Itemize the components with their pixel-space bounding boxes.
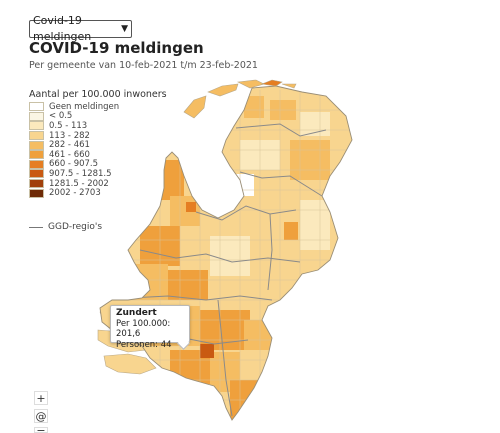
legend-item: 660 - 907.5 [29,159,119,170]
legend-item: 113 - 282 [29,131,119,141]
legend-swatch [29,121,44,131]
locate-button[interactable]: @ [34,409,48,423]
legend-item: Geen meldingen [29,102,119,112]
legend-swatch [29,169,44,179]
municipality-tooltip: Zundert Per 100.000: 201,6 Personen: 44 [110,305,190,350]
legend-item: 907.5 - 1281.5 [29,169,119,179]
legend-title: Aantal per 100.000 inwoners [29,89,167,100]
ggd-legend: GGD-regio's [29,222,102,232]
dataset-select[interactable]: Covid-19 meldingen ▼ [29,14,132,43]
ggd-line-icon [29,226,43,228]
legend-label: < 0.5 [49,111,73,122]
legend-swatch [29,179,44,189]
tooltip-persons: Personen: 44 [116,339,172,350]
zoom-in-button[interactable]: + [34,391,48,405]
legend-swatch [29,131,44,141]
legend-label: 660 - 907.5 [49,159,99,170]
ggd-legend-label: GGD-regio's [48,222,103,232]
legend: Geen meldingen < 0.5 0.5 - 113 113 - 282 282… [29,102,119,198]
legend-label: 0.5 - 113 [49,120,88,131]
legend-label: 461 - 660 [49,149,90,160]
legend-swatch [29,111,44,121]
legend-swatch [29,150,44,160]
legend-label: 282 - 461 [49,140,90,151]
dataset-select-value: Covid-19 meldingen [33,14,92,43]
legend-swatch [29,188,44,198]
wadden-islands [183,79,297,119]
legend-swatch [29,140,44,150]
legend-label: Geen meldingen [49,101,120,112]
legend-item: 282 - 461 [29,140,119,150]
tooltip-name: Zundert [116,308,157,318]
legend-swatch [29,102,44,112]
legend-item: 1281.5 - 2002 [29,179,119,189]
zoom-out-button[interactable]: − [34,427,48,433]
chevron-down-icon: ▼ [121,24,128,34]
legend-item: 0.5 - 113 [29,121,119,131]
page-title: COVID-19 meldingen [29,39,204,57]
legend-item: 2002 - 2703 [29,188,119,198]
tooltip-per-100k: Per 100.000: 201,6 [116,318,171,340]
legend-label: 907.5 - 1281.5 [49,168,112,179]
legend-label: 1281.5 - 2002 [49,178,109,189]
legend-item: < 0.5 [29,111,119,122]
legend-swatch [29,159,44,169]
legend-label: 113 - 282 [49,130,90,141]
legend-label: 2002 - 2703 [49,188,101,199]
legend-item: 461 - 660 [29,150,119,160]
page-subtitle: Per gemeente van 10-feb-2021 t/m 23-feb-… [29,60,258,71]
